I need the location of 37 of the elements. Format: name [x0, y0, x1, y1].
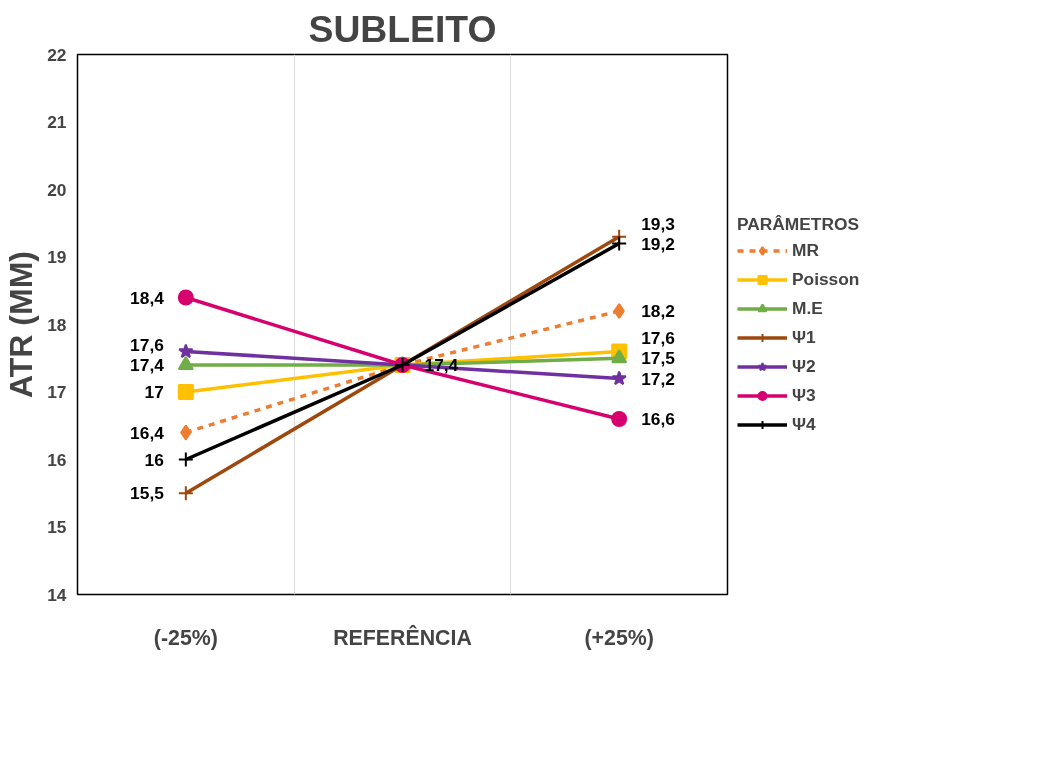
y-tick-label: 19: [47, 247, 67, 267]
legend-label: MR: [792, 239, 819, 261]
data-label: 17,2: [641, 368, 675, 389]
data-label: 17,6: [641, 328, 676, 349]
chart-title: SUBLEITO: [308, 7, 497, 50]
data-label: 16: [144, 449, 165, 470]
legend-label: Ψ1: [792, 326, 816, 348]
data-label: 17,6: [130, 335, 165, 355]
y-tick-label: 18: [47, 314, 67, 335]
y-tick-label: 21: [47, 112, 67, 132]
x-tick-label: (-25%): [153, 625, 218, 650]
legend-label: M.E: [792, 297, 823, 319]
x-tick-label: (+25%): [584, 625, 654, 650]
data-label: 19,2: [641, 233, 675, 254]
data-label: 17,5: [641, 348, 676, 369]
y-tick-label: 17: [47, 382, 67, 402]
y-tick-label: 16: [47, 449, 67, 470]
y-tick-label: 20: [47, 179, 67, 200]
data-label: 16,4: [130, 422, 165, 443]
data-label: 17,4: [424, 355, 459, 375]
y-tick-label: 22: [47, 44, 67, 65]
y-tick-label: 14: [47, 584, 67, 605]
legend-label: Ψ4: [792, 413, 816, 435]
data-label: 19,3: [641, 213, 676, 234]
data-label: 17: [144, 382, 164, 402]
legend-title: PARÂMETROS: [737, 213, 860, 235]
data-label: 16,6: [641, 409, 676, 429]
data-label: 18,4: [130, 287, 165, 308]
legend-label: Ψ3: [792, 384, 816, 406]
legend-label: Poisson: [792, 268, 860, 290]
x-tick-label: REFERÊNCIA: [333, 624, 472, 650]
y-axis-title: ATR (MM): [3, 251, 40, 398]
data-label: 15,5: [130, 483, 165, 504]
y-tick-label: 15: [47, 517, 67, 537]
data-label: 17,4: [130, 355, 165, 375]
data-label: 18,2: [641, 301, 675, 321]
legend-label: Ψ2: [792, 355, 816, 377]
